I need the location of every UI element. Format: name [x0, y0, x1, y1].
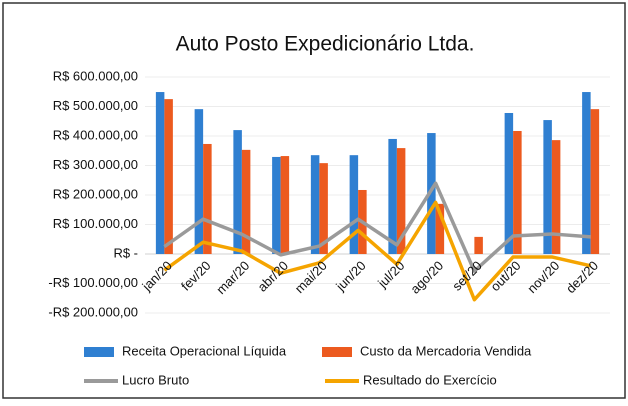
- y-tick-label: R$ -: [113, 245, 138, 260]
- legend-label: Custo da Mercadoria Vendida: [360, 343, 532, 358]
- legend-swatch: [322, 347, 352, 357]
- y-tick-label: R$ 200.000,00: [53, 186, 138, 201]
- bar: [350, 155, 359, 254]
- bar: [156, 92, 165, 254]
- bar: [203, 144, 212, 254]
- bar: [582, 92, 591, 254]
- bar: [474, 237, 483, 254]
- bar: [311, 155, 320, 254]
- bar: [281, 156, 290, 254]
- bar: [591, 109, 600, 254]
- legend-label: Resultado do Exercício: [363, 372, 497, 387]
- y-tick-label: R$ 500.000,00: [53, 98, 138, 113]
- y-tick-label: R$ 400.000,00: [53, 127, 138, 142]
- chart-title: Auto Posto Expedicionário Ltda.: [176, 33, 475, 56]
- bar: [552, 140, 561, 254]
- bar: [388, 139, 397, 254]
- bar: [195, 109, 204, 254]
- y-tick-label: R$ 600.000,00: [53, 68, 138, 83]
- y-tick-label: -R$ 200.000,00: [48, 304, 138, 319]
- legend-label: Lucro Bruto: [122, 372, 189, 387]
- y-tick-label: -R$ 100.000,00: [48, 275, 138, 290]
- bar: [505, 113, 514, 254]
- bar: [272, 157, 281, 254]
- bar: [164, 99, 173, 254]
- legend-label: Receita Operacional Líquida: [122, 343, 287, 358]
- y-tick-label: R$ 300.000,00: [53, 157, 138, 172]
- y-tick-label: R$ 100.000,00: [53, 216, 138, 231]
- legend-swatch: [84, 347, 114, 357]
